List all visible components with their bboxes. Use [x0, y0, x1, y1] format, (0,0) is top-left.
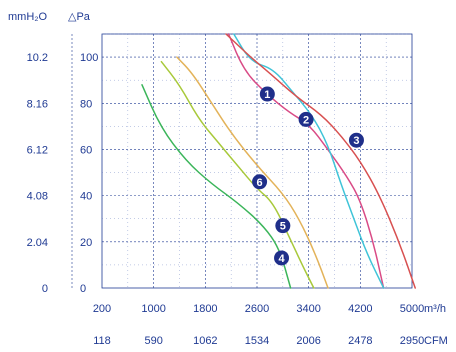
series-line-6 — [176, 56, 329, 289]
series-marker-label-1: 1 — [264, 89, 270, 101]
y-tick-mmh2o: 10.2 — [27, 52, 48, 64]
x-tick-cfm: 590 — [144, 335, 162, 347]
x-tick-m3h: 1800 — [193, 303, 217, 315]
x-tick-m3h: 2600 — [245, 303, 269, 315]
y-tick-pa: 100 — [80, 52, 98, 64]
series-marker-1 — [259, 86, 275, 102]
series-line-5 — [160, 60, 315, 289]
y-tick-mmh2o: 0 — [42, 283, 48, 295]
y-tick-mmh2o: 8.16 — [27, 98, 48, 110]
y-tick-pa: 40 — [80, 191, 92, 203]
series-layer — [141, 33, 416, 289]
axis-labels: 0 0 20 2.04 40 4.08 60 6.12 80 8.16 100 10.2 200 118 1… — [8, 11, 448, 347]
y-tick-pa: 80 — [80, 98, 92, 110]
series-marker-label-5: 5 — [280, 221, 286, 233]
y-unit-mmh2o: mmH₂O — [8, 11, 48, 23]
y-tick-pa: 0 — [80, 283, 86, 295]
x-tick-cfm: 1534 — [245, 335, 269, 347]
x-unit-m3h: m³/h — [424, 303, 446, 315]
series-marker-6 — [252, 174, 268, 190]
x-tick-m3h: 3400 — [296, 303, 320, 315]
series-marker-label-4: 4 — [278, 253, 285, 265]
y-tick-pa: 20 — [80, 237, 92, 249]
series-line-1 — [227, 33, 385, 289]
y-tick-mmh2o: 6.12 — [27, 144, 48, 156]
series-line-3 — [225, 33, 416, 289]
y-tick-mmh2o: 4.08 — [27, 191, 48, 203]
x-tick-m3h: 1000 — [141, 303, 165, 315]
y-tick-mmh2o: 2.04 — [27, 237, 48, 249]
series-marker-3 — [348, 132, 364, 148]
series-marker-2 — [298, 111, 314, 127]
series-line-4 — [141, 84, 292, 289]
x-tick-cfm: 2006 — [296, 335, 320, 347]
x-tick-m3h: 5000 — [400, 303, 424, 315]
series-marker-label-3: 3 — [353, 135, 359, 147]
x-unit-cfm: CFM — [424, 335, 448, 347]
series-marker-5 — [275, 218, 291, 234]
y-tick-pa: 60 — [80, 144, 92, 156]
x-tick-cfm: 2950 — [400, 335, 424, 347]
y-unit-pa: △Pa — [68, 11, 91, 23]
x-tick-m3h: 200 — [93, 303, 111, 315]
series-markers: 1 2 3 4 5 6 — [252, 86, 364, 266]
series-marker-label-2: 2 — [303, 114, 309, 126]
x-tick-cfm: 1062 — [193, 335, 217, 347]
x-tick-cfm: 2478 — [348, 335, 372, 347]
series-marker-4 — [274, 250, 290, 266]
series-marker-label-6: 6 — [257, 177, 263, 189]
x-tick-m3h: 4200 — [348, 303, 372, 315]
x-tick-cfm: 118 — [93, 335, 111, 347]
